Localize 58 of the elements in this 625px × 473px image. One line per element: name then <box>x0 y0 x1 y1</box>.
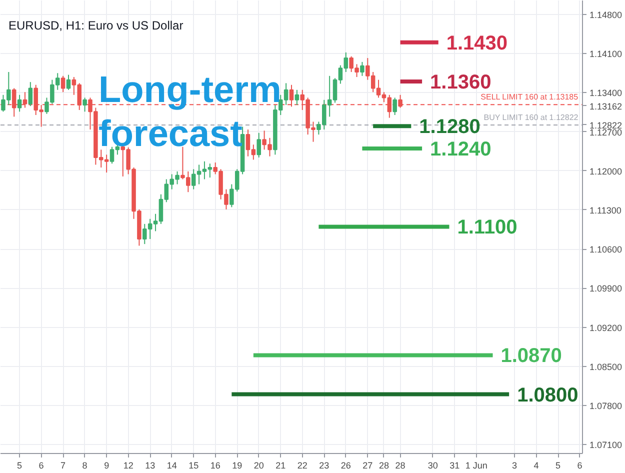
series-label: 1.0870 <box>500 345 562 368</box>
x-tick-label: 3 <box>512 460 518 470</box>
x-tick-label: 21 <box>276 460 286 470</box>
x-tick-label: 23 <box>319 460 330 470</box>
x-tick-label: 19 <box>232 460 242 470</box>
y-tick-label: 1.14100 <box>590 49 622 60</box>
x-tick-label: 15 <box>188 460 199 470</box>
y-tick-label: 1.11300 <box>590 205 622 216</box>
y-tick-label: 1.07100 <box>590 440 622 450</box>
x-tick-label: 7 <box>60 460 66 470</box>
series-label: 1.1100 <box>457 216 518 239</box>
x-tick-label: 12 <box>123 460 134 470</box>
y-tick-label: 1.13162 <box>590 101 622 112</box>
text: EURUSD, H1: Euro vs US Dollar <box>8 18 184 32</box>
x-tick-label: 14 <box>166 460 177 470</box>
candlestick <box>392 97 397 116</box>
y-tick-label: 1.10600 <box>590 244 622 255</box>
x-tick-label: 26 <box>340 460 351 470</box>
candlestick <box>60 75 66 93</box>
candlestick <box>294 89 300 106</box>
ref-line-label: BUY LIMIT 160 at 1.12822 <box>484 112 579 122</box>
x-tick-label: 1 Jun <box>465 460 488 470</box>
y-tick-label: 1.09900 <box>590 284 622 294</box>
x-tick-label: 31 <box>450 460 460 470</box>
x-tick-label: 5 <box>556 460 561 470</box>
ref-line-label: SELL LIMIT 160 at 1.13185 <box>480 92 579 102</box>
y-tick-label: 1.13400 <box>590 88 622 98</box>
series-label: 1.1430 <box>446 32 508 54</box>
y-tick-label: 1.12000 <box>590 166 622 176</box>
series-label: 1.0800 <box>517 384 578 406</box>
y-tick-label: 1.09200 <box>590 322 622 333</box>
candlestick <box>82 97 87 112</box>
y-tick-label: 1.14800 <box>590 10 622 20</box>
annotation: Long-term forecast <box>98 69 282 154</box>
y-tick-label: 1.07800 <box>590 400 622 411</box>
candlestick <box>28 82 33 107</box>
candlestick <box>17 94 22 112</box>
x-tick-label: 13 <box>145 460 156 470</box>
x-tick-label: 22 <box>297 460 308 470</box>
candlestick <box>360 61 364 76</box>
x-tick-label: 5 <box>17 460 22 470</box>
series-label: 1.1240 <box>430 138 492 161</box>
x-tick-label: 20 <box>254 460 264 470</box>
x-tick-label: 28 <box>378 460 389 470</box>
x-tick-label: 4 <box>534 460 539 470</box>
x-tick-label: 8 <box>82 460 88 470</box>
x-tick-label: 6 <box>577 460 582 470</box>
candlestick <box>256 132 261 158</box>
x-tick-label: 6 <box>38 460 44 470</box>
candlestick <box>66 74 71 90</box>
x-tick-label: 16 <box>210 460 220 470</box>
series-label: 1.1280 <box>419 116 480 138</box>
x-tick-label: 30 <box>428 460 438 470</box>
x-tick-label: 28 <box>395 460 406 470</box>
y-tick-label: 1.08500 <box>590 362 622 372</box>
x-tick-label: 27 <box>362 460 373 470</box>
x-tick-label: 9 <box>104 460 110 470</box>
series-label: 1.1360 <box>430 71 492 94</box>
